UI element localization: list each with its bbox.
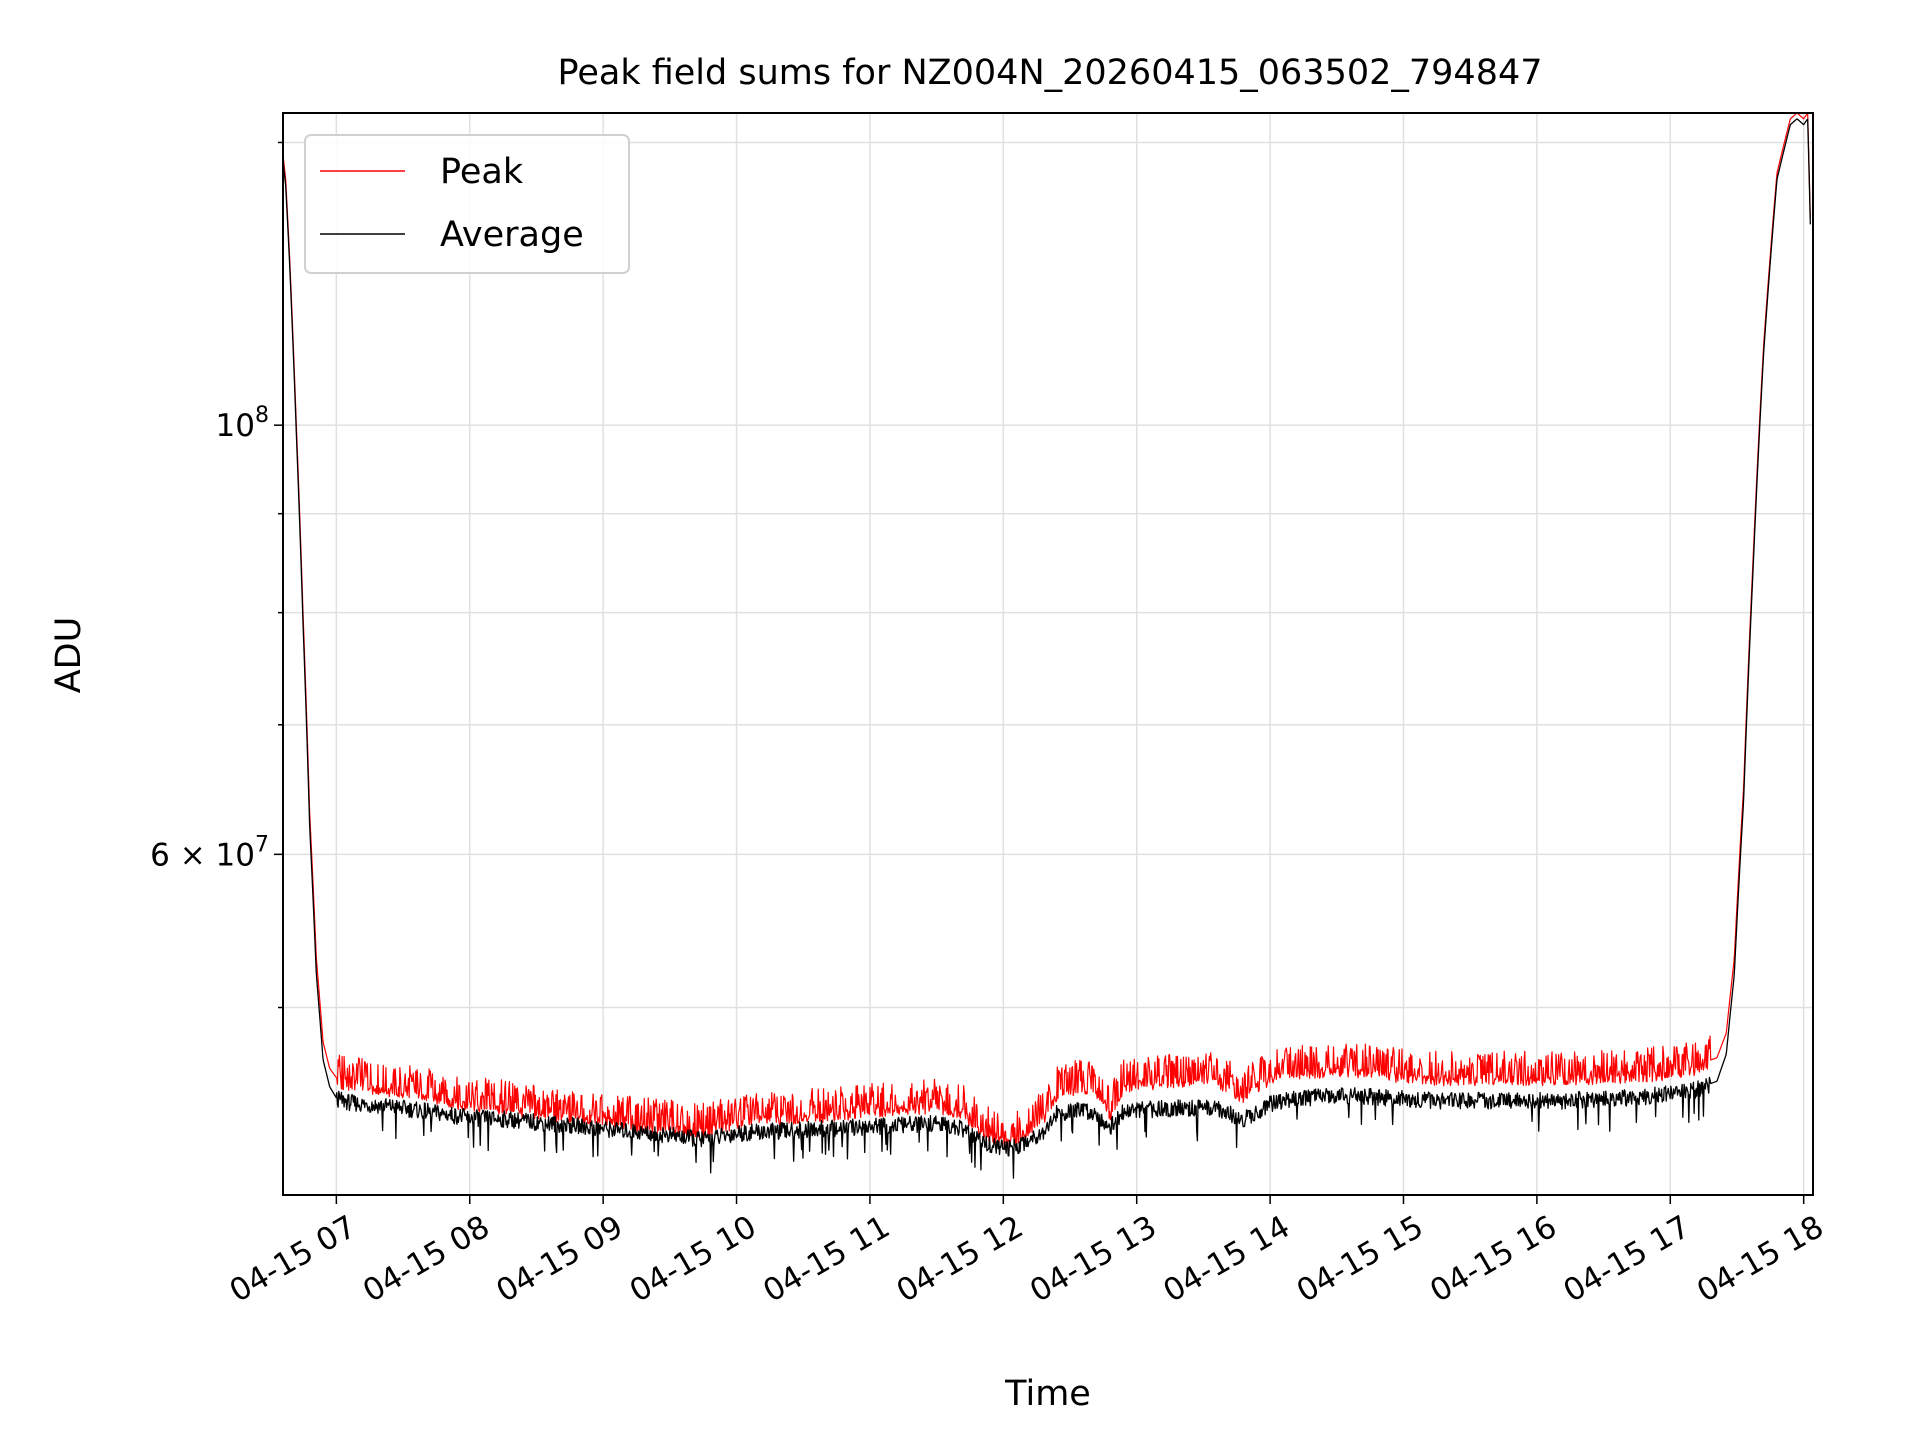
- plot-frame: [282, 112, 1814, 1196]
- y-tick-label: 6 × 107: [150, 832, 269, 873]
- x-axis-label: Time: [1004, 1374, 1091, 1414]
- legend-box: [304, 134, 630, 274]
- series-line-peak: [283, 113, 1811, 1149]
- chart-title: Peak field sums for NZ004N_20260415_0635…: [557, 53, 1542, 93]
- y-axis: 108 6 × 107: [150, 141, 283, 1009]
- legend-average-label: Average: [440, 215, 584, 255]
- series-line-average: [283, 118, 1811, 1179]
- legend-peak-label: Peak: [440, 152, 524, 192]
- y-tick-label: 108: [216, 403, 269, 444]
- series-layer: [283, 113, 1811, 1179]
- grid: [283, 113, 1813, 1195]
- y-axis-label: ADU: [49, 617, 89, 694]
- legend: Peak Average: [304, 134, 630, 274]
